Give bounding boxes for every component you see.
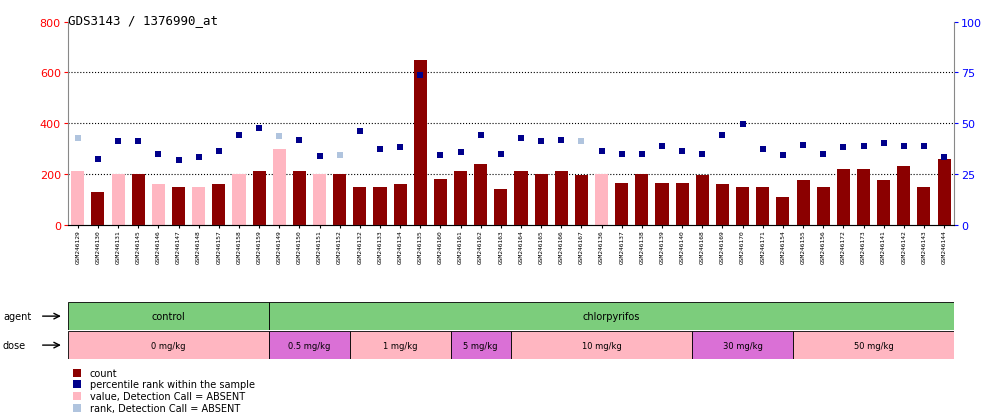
Bar: [937, 159, 950, 225]
Bar: [776, 197, 790, 225]
Text: 1 mg/kg: 1 mg/kg: [382, 341, 417, 350]
Bar: [511, 331, 692, 359]
Text: value, Detection Call = ABSENT: value, Detection Call = ABSENT: [90, 392, 245, 401]
Bar: [917, 187, 930, 225]
Bar: [877, 181, 890, 225]
Bar: [92, 192, 105, 225]
Bar: [273, 149, 286, 225]
Bar: [269, 302, 954, 330]
Bar: [555, 172, 568, 225]
Bar: [575, 176, 588, 225]
Bar: [692, 331, 793, 359]
Text: control: control: [151, 311, 185, 321]
Bar: [192, 187, 205, 225]
Bar: [350, 331, 450, 359]
Bar: [595, 174, 609, 225]
Bar: [635, 174, 648, 225]
Text: 0 mg/kg: 0 mg/kg: [151, 341, 185, 350]
Bar: [793, 331, 954, 359]
Bar: [797, 181, 810, 225]
Bar: [413, 61, 427, 225]
Bar: [837, 169, 850, 225]
Bar: [68, 302, 269, 330]
Bar: [897, 167, 910, 225]
Bar: [817, 187, 830, 225]
Bar: [474, 164, 487, 225]
Bar: [112, 174, 124, 225]
Bar: [72, 172, 85, 225]
Text: rank, Detection Call = ABSENT: rank, Detection Call = ABSENT: [90, 403, 240, 413]
Bar: [756, 187, 769, 225]
Text: 30 mg/kg: 30 mg/kg: [723, 341, 763, 350]
Bar: [374, 187, 386, 225]
Text: dose: dose: [3, 340, 26, 350]
Text: count: count: [90, 368, 118, 377]
Bar: [857, 169, 871, 225]
Text: chlorpyrifos: chlorpyrifos: [583, 311, 640, 321]
Bar: [434, 180, 447, 225]
Bar: [675, 183, 689, 225]
Bar: [68, 331, 269, 359]
Text: 10 mg/kg: 10 mg/kg: [582, 341, 622, 350]
Bar: [655, 183, 668, 225]
Bar: [269, 331, 350, 359]
Bar: [253, 172, 266, 225]
Bar: [393, 185, 406, 225]
Bar: [151, 185, 165, 225]
Bar: [293, 172, 306, 225]
Bar: [232, 174, 246, 225]
Text: 50 mg/kg: 50 mg/kg: [854, 341, 893, 350]
Text: GDS3143 / 1376990_at: GDS3143 / 1376990_at: [68, 14, 218, 27]
Text: percentile rank within the sample: percentile rank within the sample: [90, 380, 255, 389]
Bar: [696, 176, 709, 225]
Bar: [494, 190, 507, 225]
Bar: [333, 174, 347, 225]
Bar: [454, 172, 467, 225]
Bar: [535, 174, 548, 225]
Bar: [354, 187, 367, 225]
Bar: [131, 174, 144, 225]
Bar: [313, 174, 326, 225]
Bar: [172, 187, 185, 225]
Text: 0.5 mg/kg: 0.5 mg/kg: [288, 341, 331, 350]
Bar: [736, 187, 749, 225]
Bar: [450, 331, 511, 359]
Bar: [716, 185, 729, 225]
Bar: [515, 172, 528, 225]
Text: agent: agent: [3, 311, 31, 321]
Bar: [212, 185, 225, 225]
Bar: [616, 183, 628, 225]
Text: 5 mg/kg: 5 mg/kg: [463, 341, 498, 350]
